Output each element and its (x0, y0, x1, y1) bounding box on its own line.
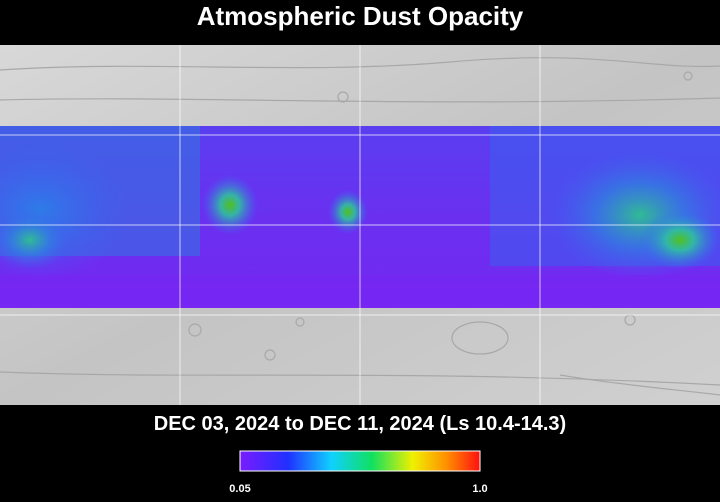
graticule (0, 45, 720, 405)
colorbar-max-label: 1.0 (472, 483, 487, 495)
map (0, 45, 720, 405)
title: Atmospheric Dust Opacity (197, 1, 524, 31)
date-range: DEC 03, 2024 to DEC 11, 2024 (Ls 10.4-14… (154, 413, 566, 435)
colorbar: 0.05 1.0 (229, 450, 488, 495)
colorbar-ramp (239, 450, 481, 472)
colorbar-min-label: 0.05 (229, 483, 250, 495)
